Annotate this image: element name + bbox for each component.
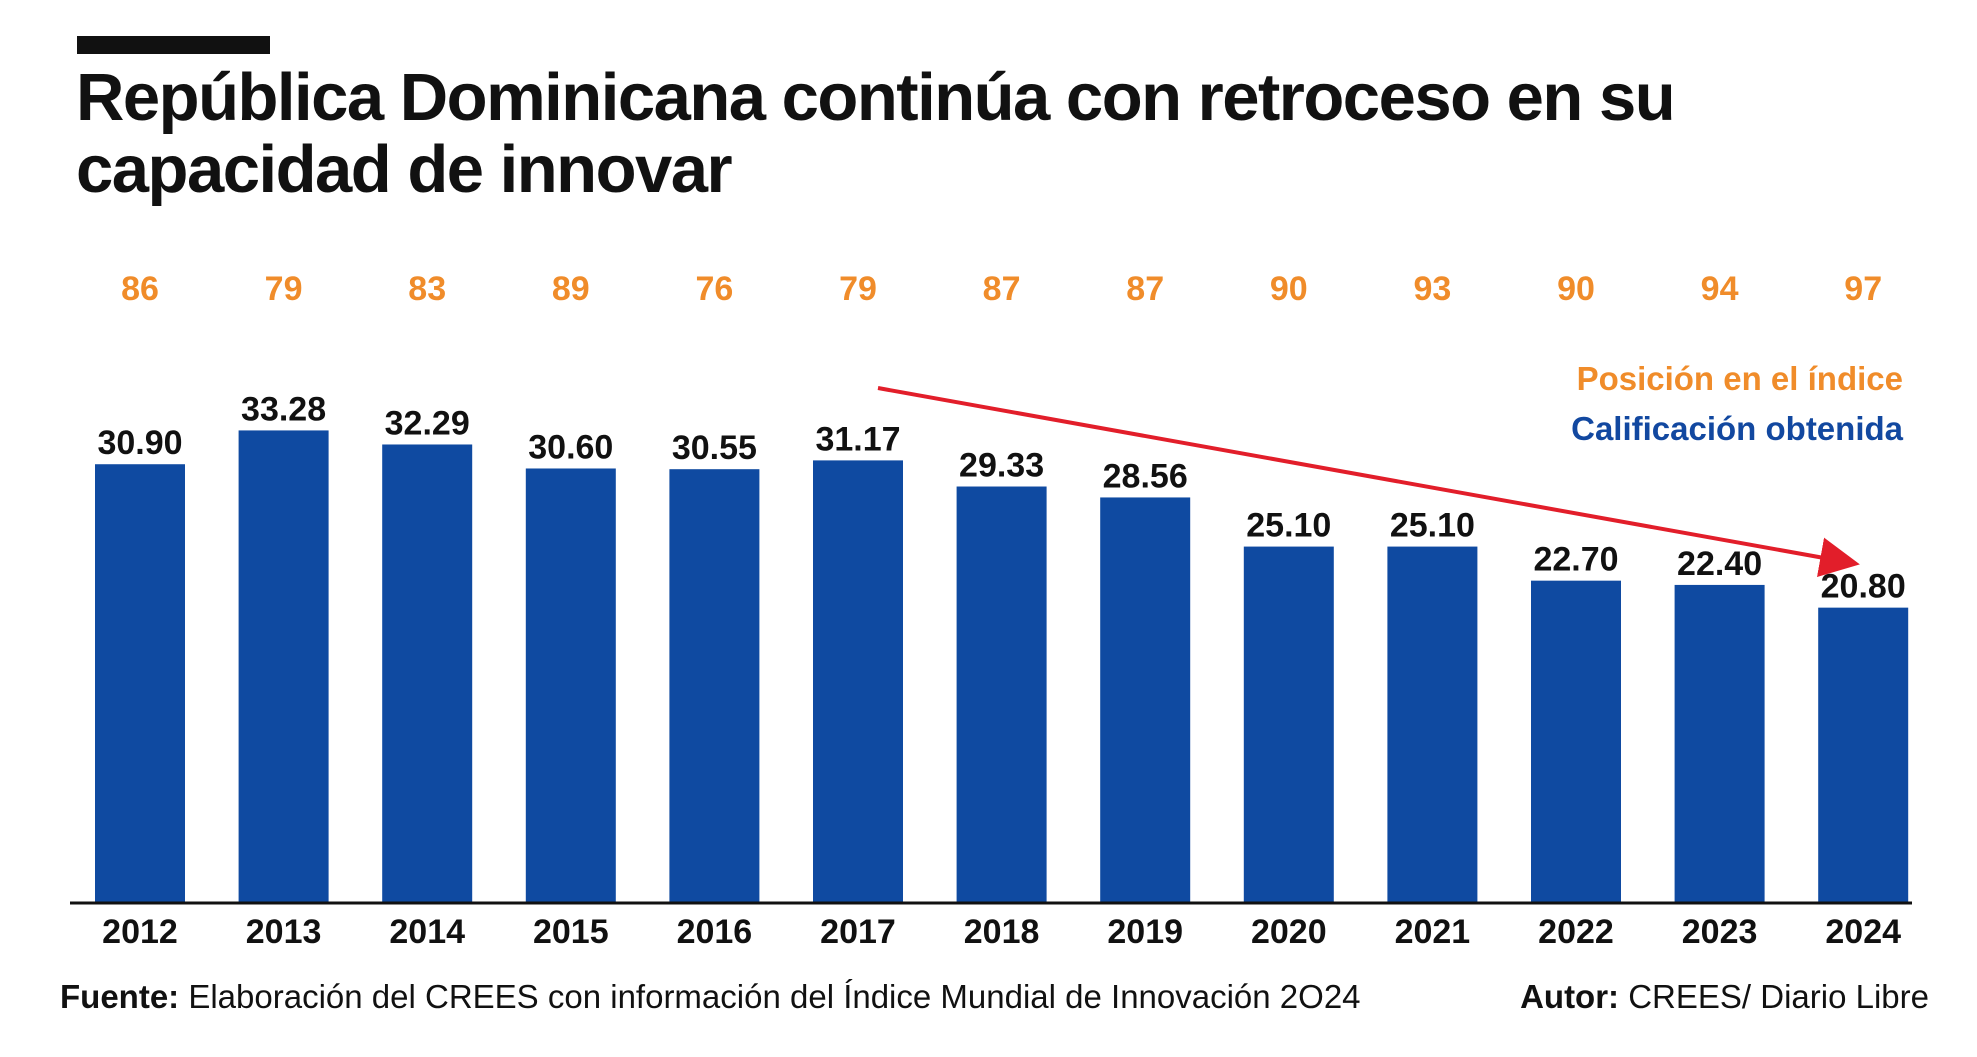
rank-label-2018: 87 <box>983 270 1021 308</box>
value-label-2017: 31.17 <box>815 420 900 458</box>
rank-label-2021: 93 <box>1413 270 1451 308</box>
year-label-2023: 2023 <box>1682 913 1758 951</box>
rank-label-2020: 90 <box>1270 270 1308 308</box>
year-label-2014: 2014 <box>389 913 465 951</box>
rank-label-2012: 86 <box>121 270 159 308</box>
year-label-2016: 2016 <box>677 913 753 951</box>
rank-label-2017: 79 <box>839 270 877 308</box>
year-label-2015: 2015 <box>533 913 609 951</box>
rank-label-2014: 83 <box>408 270 446 308</box>
year-label-2012: 2012 <box>102 913 178 951</box>
year-label-2020: 2020 <box>1251 913 1327 951</box>
bar-2020 <box>1243 546 1334 903</box>
value-label-2012: 30.90 <box>97 424 182 462</box>
year-labels: 2012 2013 2014 2015 2016 2017 2018 2019 2020 2021… <box>102 913 1901 951</box>
value-label-2021: 25.10 <box>1390 507 1475 545</box>
author-label: Autor: <box>1520 978 1620 1015</box>
rank-label-2013: 79 <box>265 270 303 308</box>
value-label-2014: 32.29 <box>385 404 470 442</box>
title-accent-bar <box>77 36 270 54</box>
value-label-2013: 33.28 <box>241 390 326 428</box>
bar-2012 <box>95 464 185 903</box>
source-note: Fuente: Elaboración del CREES con inform… <box>60 978 1361 1016</box>
year-label-2017: 2017 <box>820 913 896 951</box>
rank-label-2024: 97 <box>1844 270 1882 308</box>
bar-2021 <box>1387 546 1478 903</box>
bars <box>95 430 1909 903</box>
legend: Posición en el índice Calificación obten… <box>1571 354 1903 454</box>
year-label-2024: 2024 <box>1825 913 1901 951</box>
bar-2014 <box>382 444 473 903</box>
rank-label-2019: 87 <box>1126 270 1164 308</box>
value-label-2019: 28.56 <box>1103 457 1188 495</box>
bar-2022 <box>1531 580 1621 903</box>
legend-score-label: Calificación obtenida <box>1571 410 1903 447</box>
year-label-2022: 2022 <box>1538 913 1614 951</box>
value-label-2016: 30.55 <box>672 429 757 467</box>
bar-2013 <box>238 430 329 903</box>
year-label-2019: 2019 <box>1107 913 1183 951</box>
rank-labels: 86 79 83 89 76 79 87 87 90 93 90 94 97 <box>121 270 1882 308</box>
year-label-2013: 2013 <box>246 913 322 951</box>
year-label-2018: 2018 <box>964 913 1040 951</box>
value-label-2018: 29.33 <box>959 447 1044 485</box>
bar-2024 <box>1818 607 1909 903</box>
year-label-2021: 2021 <box>1395 913 1471 951</box>
page-title: República Dominicana continúa con retroc… <box>76 60 1676 207</box>
author-note: Autor: CREES/ Diario Libre <box>1520 978 1929 1016</box>
source-text: Elaboración del CREES con información de… <box>188 978 1361 1015</box>
rank-label-2016: 76 <box>695 270 733 308</box>
bar-2018 <box>956 486 1047 903</box>
rank-label-2022: 90 <box>1557 270 1595 308</box>
value-label-2022: 22.70 <box>1533 541 1618 579</box>
source-label: Fuente: <box>60 978 180 1015</box>
value-label-2024: 20.80 <box>1821 568 1906 606</box>
value-label-2023: 22.40 <box>1677 545 1762 583</box>
rank-label-2023: 94 <box>1701 270 1739 308</box>
bar-2016 <box>669 469 760 903</box>
value-label-2020: 25.10 <box>1246 507 1331 545</box>
value-label-2015: 30.60 <box>528 428 613 466</box>
rank-label-2015: 89 <box>552 270 590 308</box>
bar-2019 <box>1100 497 1191 903</box>
bar-2017 <box>813 460 903 903</box>
legend-rank-label: Posición en el índice <box>1576 360 1903 397</box>
bar-2015 <box>525 468 616 903</box>
author-text: CREES/ Diario Libre <box>1628 978 1929 1015</box>
bar-2023 <box>1674 584 1765 903</box>
trend-arrow <box>877 386 1860 578</box>
value-labels: 30.90 33.28 32.29 30.60 30.55 31.17 29.33 28.56… <box>97 390 1905 605</box>
